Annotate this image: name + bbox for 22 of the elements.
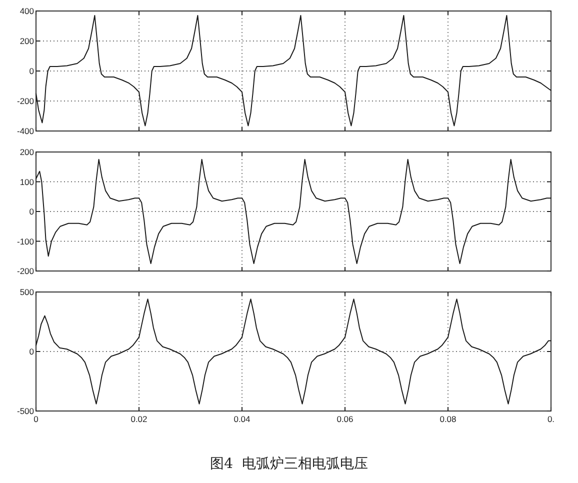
x-tick-label: 0.08 (440, 414, 457, 424)
y-tick-label: -200 (16, 96, 34, 106)
x-tick-label: 0. (547, 414, 555, 424)
y-tick-label: 0 (29, 206, 34, 216)
y-tick-label: 200 (20, 36, 34, 46)
line-series (36, 158, 552, 264)
x-tick-label: 0.04 (234, 414, 251, 424)
y-tick-label: -200 (16, 266, 34, 276)
y-tick-label: 100 (20, 176, 34, 187)
y-tick-label: 400 (20, 6, 34, 16)
line-series (36, 15, 552, 126)
y-tick-label: 200 (20, 147, 34, 157)
y-tick-label: -500 (16, 406, 34, 416)
y-tick-label: 0 (29, 66, 34, 76)
y-tick-label: 500 (20, 287, 34, 297)
x-tick-label: 0.06 (336, 414, 354, 424)
line-series (36, 298, 552, 404)
y-tick-label: -100 (16, 236, 34, 246)
caption: 图4 电弧炉三相电弧电压 (210, 456, 368, 472)
y-tick-label: 0 (29, 346, 34, 356)
x-tick-label: 0.02 (130, 414, 148, 424)
y-tick-label: -400 (16, 126, 34, 136)
